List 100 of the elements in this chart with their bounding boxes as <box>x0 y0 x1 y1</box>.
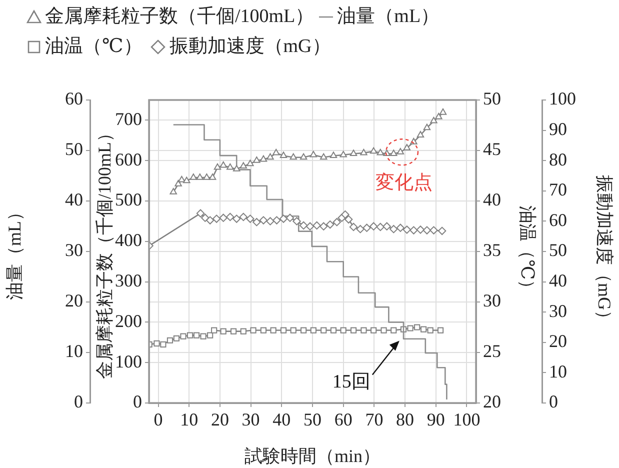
y-tick-label: 0 <box>549 392 558 412</box>
y-tick-label: 500 <box>115 190 142 210</box>
point <box>427 327 434 334</box>
point <box>310 327 316 334</box>
point <box>193 332 200 338</box>
point <box>226 163 234 170</box>
point <box>438 226 446 235</box>
point <box>230 328 237 334</box>
point <box>272 216 281 224</box>
point <box>402 226 411 234</box>
point <box>300 327 307 334</box>
point <box>286 214 294 222</box>
point <box>390 150 398 156</box>
point <box>369 222 378 230</box>
y-tick-label: 10 <box>549 361 567 382</box>
y-tick-label: 200 <box>115 310 142 331</box>
point <box>376 148 384 156</box>
point <box>349 222 358 232</box>
point <box>326 220 334 229</box>
point <box>340 327 346 334</box>
x-tick-label: 70 <box>365 410 384 430</box>
point <box>272 148 280 156</box>
y2-tick-label: 50 <box>65 139 83 160</box>
y-tick-label: 40 <box>549 270 567 291</box>
point <box>219 214 228 222</box>
point <box>180 333 186 340</box>
point <box>390 224 398 234</box>
point <box>356 224 364 234</box>
y-tick-label: 100 <box>549 88 576 109</box>
y-tick-label: 80 <box>549 149 567 170</box>
y-tick-label: 0 <box>133 392 142 412</box>
point <box>212 214 221 223</box>
y3-tick-label: 45 <box>483 139 501 160</box>
point <box>416 226 425 234</box>
point <box>435 112 442 120</box>
point <box>306 222 314 230</box>
point <box>290 327 296 334</box>
y-tick-label: 600 <box>115 149 142 170</box>
point <box>266 153 274 160</box>
y2-tick-label: 20 <box>65 290 83 311</box>
point <box>380 327 387 334</box>
point <box>312 221 321 230</box>
point <box>410 226 418 234</box>
y-tick-label: 30 <box>549 300 567 321</box>
point <box>320 327 327 334</box>
point <box>253 156 260 163</box>
point <box>430 116 438 124</box>
point <box>344 215 353 224</box>
y-tick-label: 50 <box>549 240 567 260</box>
annotation: 変化点 <box>375 172 432 194</box>
point <box>183 176 190 184</box>
point <box>211 327 218 334</box>
point <box>422 226 432 234</box>
point <box>439 108 447 115</box>
point <box>300 153 308 160</box>
y-tick-label: 400 <box>115 230 142 250</box>
point <box>232 164 240 172</box>
y3-axis-title: 油温（℃） <box>517 205 538 298</box>
point <box>270 327 276 334</box>
x-tick-label: 0 <box>154 410 163 430</box>
point <box>423 124 431 130</box>
x-axis-title: 試験時間（min） <box>244 446 381 466</box>
point <box>232 214 241 223</box>
point <box>340 150 347 158</box>
point <box>360 327 367 334</box>
point <box>174 180 182 186</box>
point <box>290 153 297 160</box>
x-tick-label: 50 <box>304 410 322 430</box>
point <box>292 217 301 226</box>
point <box>207 332 214 338</box>
point <box>206 216 214 224</box>
y2-tick-label: 40 <box>65 190 83 210</box>
point <box>350 327 357 334</box>
point <box>382 222 391 230</box>
point <box>166 337 174 344</box>
point <box>414 324 420 330</box>
point <box>437 327 444 334</box>
point <box>170 188 177 194</box>
x-tick-label: 30 <box>242 410 260 430</box>
point <box>208 173 216 180</box>
point <box>330 152 338 158</box>
x-tick-label: 40 <box>272 410 291 430</box>
point <box>332 218 341 226</box>
x-tick-label: 20 <box>210 410 229 430</box>
annotation: 15回 <box>332 372 370 393</box>
x-tick-label: 60 <box>334 410 352 430</box>
point <box>420 326 427 332</box>
point <box>154 340 160 346</box>
y3-tick-label: 20 <box>483 392 501 412</box>
y-tick-label: 100 <box>115 351 142 372</box>
point <box>220 328 226 334</box>
point <box>362 224 371 232</box>
legend-label: 油量（mL） <box>337 5 440 29</box>
point <box>240 162 248 169</box>
point <box>240 328 246 334</box>
point <box>320 153 328 160</box>
point <box>430 226 438 234</box>
y2-axis-title: 油量（mL） <box>4 203 25 300</box>
point <box>390 327 397 334</box>
point <box>186 332 194 338</box>
